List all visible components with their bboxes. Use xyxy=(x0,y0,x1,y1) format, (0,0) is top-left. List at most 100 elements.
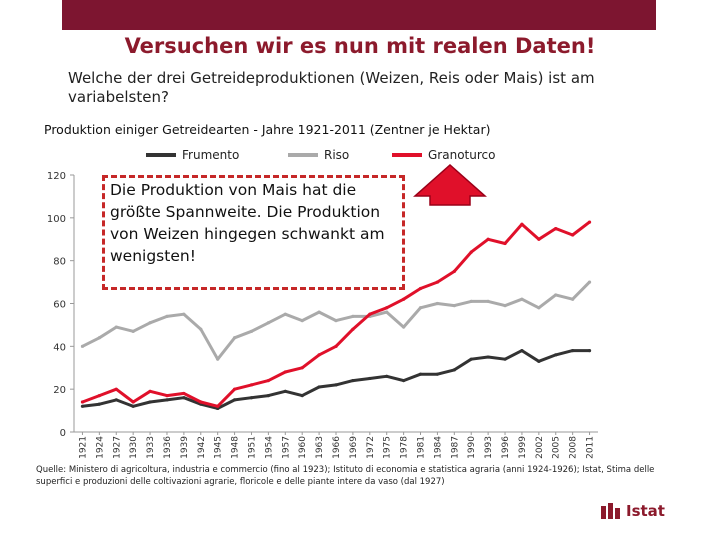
data-point-granoturco xyxy=(266,379,270,383)
data-point-frumento xyxy=(182,396,186,400)
data-point-frumento xyxy=(283,389,287,393)
x-tick-label: 1981 xyxy=(417,436,427,459)
x-tick-label: 1978 xyxy=(400,436,410,459)
data-point-frumento xyxy=(385,374,389,378)
data-point-granoturco xyxy=(131,400,135,404)
data-point-frumento xyxy=(232,398,237,402)
legend-swatch-frumento xyxy=(146,153,176,157)
y-tick-label: 20 xyxy=(53,385,66,396)
data-point-frumento xyxy=(554,353,558,357)
data-point-riso xyxy=(249,329,254,333)
data-point-riso xyxy=(165,314,169,318)
data-point-frumento xyxy=(520,349,524,353)
x-tick-label: 1936 xyxy=(163,436,173,459)
data-point-granoturco xyxy=(385,306,389,310)
data-point-frumento xyxy=(452,368,456,372)
x-tick-label: 1996 xyxy=(501,436,511,459)
data-point-frumento xyxy=(131,404,135,408)
data-point-riso xyxy=(469,299,473,303)
data-point-frumento xyxy=(503,357,507,361)
istat-logo-text: Istat xyxy=(626,502,665,520)
data-point-riso xyxy=(537,306,541,310)
data-point-granoturco xyxy=(520,222,524,226)
x-tick-label: 2011 xyxy=(586,436,596,459)
up-arrow-icon xyxy=(413,163,487,206)
data-point-frumento xyxy=(317,385,321,389)
data-point-granoturco xyxy=(554,226,558,231)
data-point-riso xyxy=(334,319,338,323)
y-tick-label: 60 xyxy=(53,300,66,311)
x-tick-label: 1987 xyxy=(450,436,460,459)
data-point-granoturco xyxy=(334,344,338,348)
legend-label-riso: Riso xyxy=(324,148,350,162)
series-line-frumento xyxy=(82,349,590,410)
x-tick-label: 1942 xyxy=(197,436,207,459)
x-tick-label: 2008 xyxy=(569,436,579,459)
data-point-riso xyxy=(351,314,355,318)
data-point-granoturco xyxy=(537,237,541,241)
chart-title: Produktion einiger Getreidearten - Jahre… xyxy=(44,122,491,137)
data-point-riso xyxy=(97,336,101,340)
data-point-riso xyxy=(452,304,456,308)
data-point-granoturco xyxy=(114,387,118,391)
data-point-frumento xyxy=(97,402,101,406)
data-point-frumento xyxy=(418,372,423,376)
data-point-frumento xyxy=(486,355,490,359)
data-point-riso xyxy=(131,329,135,333)
data-point-riso xyxy=(317,310,321,314)
x-tick-label: 1924 xyxy=(95,436,105,459)
y-tick-label: 120 xyxy=(47,171,66,182)
data-point-granoturco xyxy=(216,404,220,408)
slide-question: Welche der drei Getreideproduktionen (We… xyxy=(68,69,595,106)
x-tick-label: 1975 xyxy=(383,436,393,459)
data-point-granoturco xyxy=(199,400,203,404)
data-point-riso xyxy=(182,312,186,316)
data-point-granoturco xyxy=(452,269,456,273)
data-point-riso xyxy=(283,312,287,316)
data-point-riso xyxy=(402,325,406,329)
x-tick-label: 1966 xyxy=(332,436,342,459)
data-point-frumento xyxy=(300,393,304,398)
legend-swatch-riso xyxy=(288,153,318,157)
data-point-frumento xyxy=(402,379,406,383)
slide-title: Versuchen wir es nun mit realen Daten! xyxy=(124,34,596,58)
data-point-granoturco xyxy=(97,393,101,398)
data-point-granoturco xyxy=(418,286,423,291)
data-point-riso xyxy=(80,344,85,348)
data-point-riso xyxy=(148,321,152,325)
data-point-frumento xyxy=(114,398,118,402)
x-tick-label: 1960 xyxy=(298,436,308,459)
data-point-granoturco xyxy=(469,250,473,254)
data-point-riso xyxy=(199,327,203,331)
data-point-riso xyxy=(503,304,507,308)
data-point-granoturco xyxy=(148,389,152,393)
data-point-granoturco xyxy=(571,233,575,237)
data-point-granoturco xyxy=(368,312,372,316)
data-point-riso xyxy=(554,293,558,297)
data-point-frumento xyxy=(587,349,592,353)
x-tick-label: 1957 xyxy=(281,436,291,459)
data-point-granoturco xyxy=(165,393,169,398)
legend-swatch-granoturco xyxy=(392,153,422,157)
data-point-granoturco xyxy=(351,327,355,331)
data-point-frumento xyxy=(368,376,372,381)
data-point-frumento xyxy=(266,393,270,398)
x-tick-label: 1933 xyxy=(146,436,156,459)
y-tick-label: 80 xyxy=(53,257,66,268)
data-point-frumento xyxy=(165,398,169,402)
data-point-granoturco xyxy=(182,391,186,396)
data-point-granoturco xyxy=(503,241,507,246)
data-point-frumento xyxy=(435,372,440,376)
data-point-frumento xyxy=(249,396,254,400)
legend-label-frumento: Frumento xyxy=(182,148,240,162)
x-tick-label: 1999 xyxy=(518,436,528,459)
x-tick-label: 2005 xyxy=(552,436,562,459)
annotation-box xyxy=(102,175,405,290)
data-point-frumento xyxy=(334,383,338,387)
x-tick-label: 1969 xyxy=(349,436,359,459)
x-tick-label: 1921 xyxy=(78,436,88,459)
data-point-granoturco xyxy=(486,237,490,241)
data-point-riso xyxy=(266,321,270,325)
data-point-granoturco xyxy=(80,400,85,404)
data-point-riso xyxy=(435,301,440,306)
